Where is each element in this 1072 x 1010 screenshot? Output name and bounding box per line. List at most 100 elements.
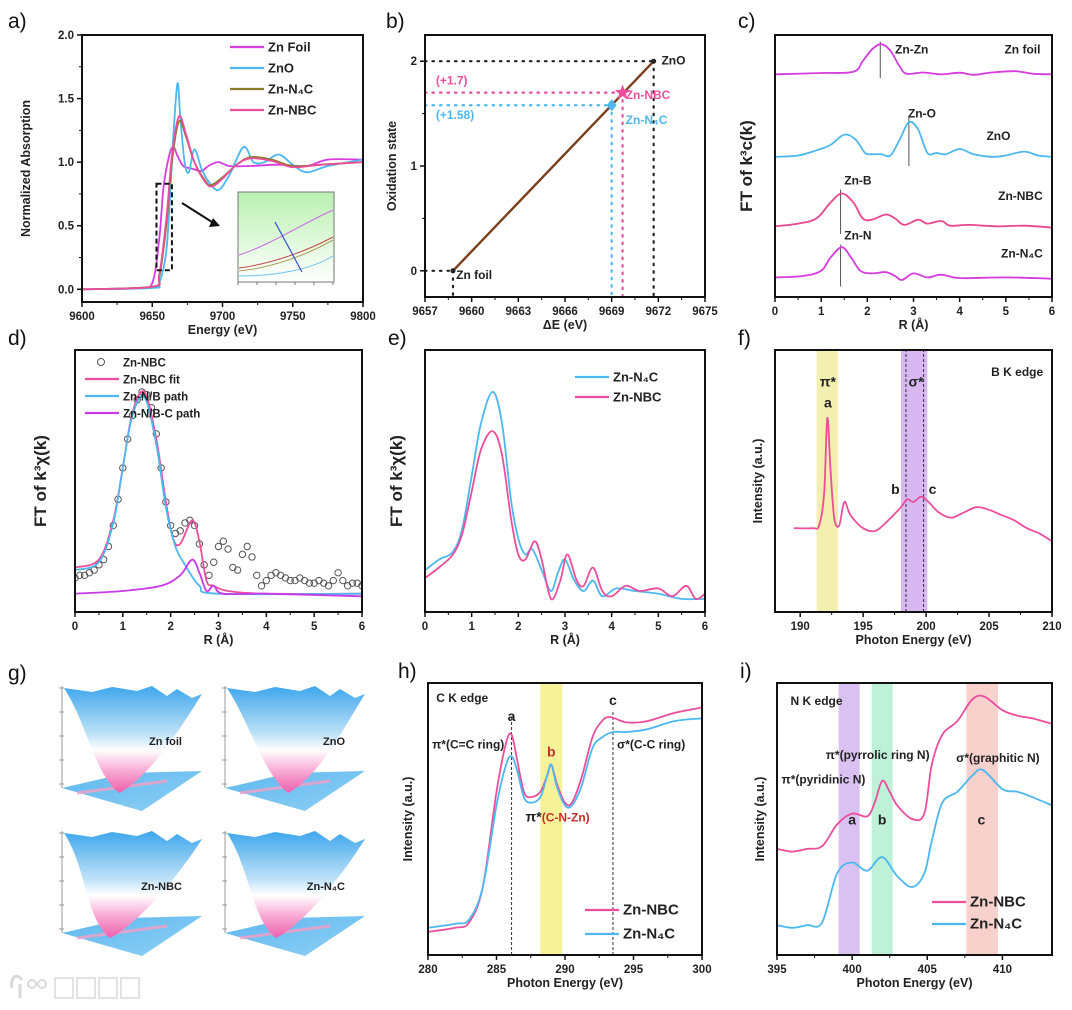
surface-label: ZnO (323, 736, 345, 748)
data-point (262, 576, 271, 585)
series-line (775, 120, 1052, 158)
panel-label: d) (8, 327, 27, 350)
inset-frame (237, 191, 335, 283)
legend-marker (97, 358, 105, 366)
annotation: Zn-NBC (998, 189, 1043, 203)
y-tick-label: 2.0 (58, 30, 74, 42)
series-line (82, 114, 363, 291)
inset-line (238, 255, 334, 277)
data-point (253, 571, 261, 580)
x-tick-label: 3 (910, 306, 916, 318)
wt-surface (64, 686, 202, 793)
x-tick-label: 205 (979, 621, 999, 633)
watermark-glyph (54, 977, 74, 999)
legend-label: Zn-NBC fit (123, 375, 180, 387)
annotation: a (848, 811, 856, 827)
x-tick-label: 210 (1042, 621, 1061, 633)
watermark-glyph (10, 974, 24, 998)
annotation: N K edge (791, 694, 843, 708)
annotation: Zn-Zn (895, 42, 928, 56)
series-line (775, 43, 1052, 76)
panel-f: f) 190 195 200 205 210 Photon Energy (eV) Inten… (738, 327, 1062, 647)
series-line (425, 390, 705, 601)
x-tick-label: 6 (359, 621, 365, 633)
legend-label: Zn-NBC (970, 894, 1026, 911)
data-point (214, 542, 223, 551)
wt-surface (64, 831, 202, 938)
data-point (324, 582, 333, 590)
x-tick-label: 300 (692, 964, 711, 976)
watermark-glyph (98, 977, 118, 999)
annotation: (C-N-Zn) (542, 811, 590, 825)
panel-b: b) 9657 9660 9663 9666 9669 9672 9675 0 1 2 ΔE (eV)… (385, 10, 718, 332)
annotation: Zn foil (1004, 42, 1040, 56)
axes-frame (424, 349, 706, 613)
annotation: σ*(graphitic N) (956, 751, 1040, 765)
legend-label: ZnO (268, 61, 294, 76)
inset-line (238, 209, 334, 256)
y-axis-title: FT of k³χ(k) (387, 435, 406, 527)
data-point (210, 558, 218, 566)
x-tick-label: 2 (167, 621, 173, 633)
x-tick-label: 1 (120, 621, 127, 633)
annotation: σ* (909, 374, 925, 390)
data-point (248, 553, 256, 561)
data-point (334, 569, 342, 577)
y-tick-label: 0.0 (58, 284, 74, 296)
data-point (76, 571, 84, 580)
x-tick-label: 6 (1049, 306, 1055, 318)
annotation: Zn foil (456, 268, 492, 282)
panel-label: b) (386, 10, 405, 33)
annotation: b (891, 481, 900, 497)
series-line (425, 430, 705, 601)
legend-label: Zn-N₄C (268, 82, 314, 97)
legend-label: Zn-N/B-C path (123, 409, 200, 421)
legend: Zn Foil ZnO Zn-N₄C Zn-NBC (230, 40, 317, 118)
data-point (257, 582, 266, 590)
x-tick-label: 9675 (692, 306, 718, 318)
x-tick-label: 0 (422, 621, 428, 633)
annotation: σ*(C-C ring) (617, 737, 685, 751)
wt-surface-plot: Zn-N₄C (222, 831, 365, 956)
x-tick-label: 290 (555, 964, 574, 976)
y-axis-title: Intensity (a.u.) (401, 777, 415, 862)
x-tick-label: 3 (562, 621, 568, 633)
plot-area (777, 683, 1052, 955)
arrowhead-icon (209, 218, 220, 227)
series-line (775, 192, 1052, 229)
annotation: (+1.58) (436, 108, 474, 122)
panel-e: e) 0 1 2 3 4 5 6 R (Å) FT of k³χ(k) Zn-N₄C Zn-NBC (387, 327, 708, 647)
highlight-band (966, 683, 998, 955)
x-tick-label: 9657 (412, 306, 438, 318)
legend-label: Zn-N₄C (623, 926, 675, 943)
marker-dot (651, 58, 657, 64)
annotation: π* (820, 374, 837, 390)
x-tick-label: 1 (818, 306, 825, 318)
inset-line (238, 236, 334, 269)
x-tick-label: 4 (608, 621, 615, 633)
annotation: ZnO (661, 53, 685, 67)
annotation: π*(pyridinic N) (782, 773, 866, 787)
x-tick-label: 395 (767, 964, 787, 976)
annotation: Zn-B (844, 173, 872, 187)
panel-c: c) 0 1 2 3 4 5 6 R (Å) FT of k³c(k) Zn-Zn Zn foil Zn… (737, 10, 1055, 332)
watermark-logo (10, 974, 140, 999)
watermark-glyph (120, 977, 140, 999)
marker-diamond (606, 99, 617, 112)
series-line (777, 694, 1052, 853)
x-tick-label: 2 (515, 621, 521, 633)
y-tick-label: 0.5 (58, 221, 75, 233)
annotation: c (609, 692, 617, 708)
marker-star (614, 84, 631, 100)
annotation: (+1.7) (436, 73, 468, 87)
x-axis-title: Energy (eV) (188, 323, 257, 337)
y-tick-label: 2 (411, 56, 417, 68)
plot-area (775, 41, 1052, 287)
x-tick-label: 5 (311, 621, 318, 633)
data-point (339, 576, 347, 585)
x-tick-label: 2 (864, 306, 870, 318)
data-point (243, 542, 251, 551)
panel-label: g) (8, 662, 27, 685)
legend-label: Zn-NBC (123, 358, 166, 370)
annotation: Zn-NBC (626, 88, 671, 102)
